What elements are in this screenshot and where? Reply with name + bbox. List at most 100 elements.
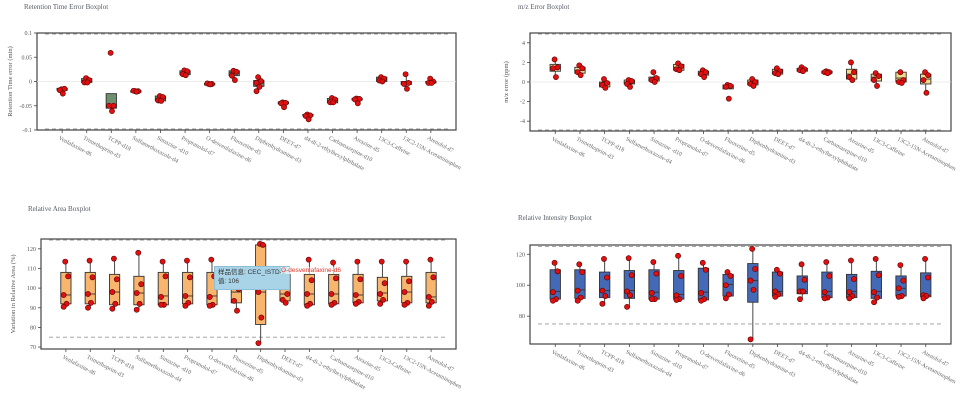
tooltip-sample: 样品信息: CEC_ISTD-2 [218, 269, 286, 276]
data-point [628, 272, 635, 279]
data-point [253, 80, 260, 86]
data-point [772, 293, 779, 300]
box-group [400, 71, 412, 92]
area-chart: 120 110 100 90 80 70 Variation in Relative Are… [10, 238, 462, 391]
data-point [648, 290, 655, 296]
data-point [404, 85, 410, 92]
data-point [551, 259, 558, 266]
y-axis-label: Variation in Relative Area (%) [10, 254, 17, 333]
x-tick-label: Sulfamethoxazole-d4 [131, 135, 180, 165]
box-group [747, 245, 759, 343]
data-point [872, 256, 879, 262]
data-point [650, 259, 657, 265]
data-point [158, 301, 164, 308]
data-point [229, 72, 235, 79]
box-group [328, 259, 340, 308]
data-point [234, 307, 240, 314]
data-point [278, 100, 285, 107]
data-point [428, 80, 435, 86]
data-point [628, 78, 635, 84]
box-group [56, 85, 68, 97]
data-point [401, 301, 408, 308]
box [105, 93, 117, 109]
data-point [425, 294, 432, 300]
data-point [553, 74, 559, 80]
data-point [379, 78, 386, 85]
data-point [871, 299, 877, 306]
data-point [724, 269, 731, 275]
data-point [206, 294, 213, 300]
plot-frame [40, 238, 457, 350]
data-point [725, 95, 732, 102]
data-point [900, 277, 907, 284]
data-point [233, 68, 240, 75]
data-point [722, 84, 729, 90]
box-group [60, 258, 72, 310]
box-group [253, 74, 265, 95]
box-group [623, 77, 635, 90]
box-group [574, 261, 586, 304]
data-point [304, 302, 311, 309]
box-group [623, 255, 635, 310]
box-group [130, 87, 142, 95]
data-point [60, 303, 67, 310]
data-point [381, 280, 388, 287]
box-group [599, 76, 611, 91]
box [747, 263, 759, 303]
box-group [84, 257, 96, 311]
box-group [425, 75, 437, 86]
data-point [851, 276, 857, 282]
data-point [106, 102, 112, 109]
data-point [133, 88, 140, 95]
box-group [303, 256, 315, 309]
y-tick-label: -0.1 [23, 128, 33, 134]
box-group [870, 256, 882, 306]
data-point [698, 290, 705, 296]
intensity-panel: Relative Intensity Boxplot 120 100 80 Venla… [480, 200, 964, 407]
data-point [601, 76, 607, 82]
data-point [851, 69, 857, 76]
data-point [722, 295, 729, 302]
data-point [752, 266, 759, 272]
data-point [330, 99, 337, 106]
data-point [231, 297, 237, 304]
data-point [158, 98, 165, 104]
data-point [377, 291, 384, 297]
data-point [109, 305, 116, 312]
data-point [923, 89, 930, 96]
mz-chart-title: m/z Error Boxplot [518, 3, 570, 11]
data-point [550, 297, 556, 304]
data-point [136, 300, 143, 307]
hover-tooltip: 样品信息: CEC_ISTD-2 值: 106 [214, 266, 290, 290]
data-point [406, 278, 412, 285]
box-group [376, 74, 388, 85]
data-point [675, 252, 681, 259]
data-point [305, 256, 312, 263]
data-point [702, 266, 709, 273]
data-point [206, 302, 213, 309]
data-point [897, 262, 904, 269]
y-tick-label: 120 [27, 247, 36, 253]
data-point [430, 274, 437, 281]
data-point [377, 300, 384, 307]
box-group [846, 257, 858, 302]
box-group [574, 62, 586, 79]
box-group [648, 69, 660, 85]
data-point [699, 259, 706, 266]
data-point [650, 69, 657, 76]
box-group [204, 80, 216, 88]
data-point [821, 295, 828, 302]
data-point [107, 49, 114, 56]
mz-chart: 420-2-4m/z error (ppm)Venlafaxine-d6Trim… [503, 32, 957, 173]
data-point [627, 292, 633, 299]
data-point [875, 272, 882, 279]
box-group [821, 68, 833, 77]
data-point [576, 261, 583, 268]
data-point [328, 301, 335, 308]
data-point [255, 289, 262, 295]
data-point [428, 298, 435, 305]
box-group [109, 255, 121, 312]
data-point [797, 296, 803, 303]
data-point [625, 255, 632, 262]
data-point [231, 77, 238, 83]
